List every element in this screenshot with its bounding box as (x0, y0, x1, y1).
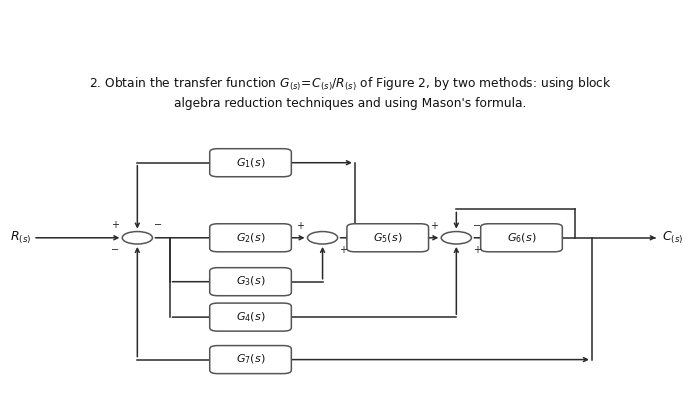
Text: $C_{(s)}$: $C_{(s)}$ (662, 229, 683, 246)
FancyBboxPatch shape (210, 346, 291, 373)
Text: $G_3(s)$: $G_3(s)$ (236, 275, 265, 288)
FancyBboxPatch shape (210, 303, 291, 331)
FancyBboxPatch shape (481, 224, 562, 252)
Text: +: + (296, 221, 304, 231)
FancyBboxPatch shape (347, 224, 428, 252)
Circle shape (441, 231, 471, 244)
Text: $G_1(s)$: $G_1(s)$ (236, 156, 265, 170)
Text: $G_6(s)$: $G_6(s)$ (507, 231, 536, 245)
Text: +: + (339, 245, 347, 255)
Text: $R_{(s)}$: $R_{(s)}$ (10, 229, 31, 246)
Text: $G_4(s)$: $G_4(s)$ (236, 310, 265, 324)
Text: +: + (473, 245, 481, 255)
Text: $G_5(s)$: $G_5(s)$ (373, 231, 402, 245)
Circle shape (122, 231, 153, 244)
Text: −: − (473, 221, 481, 231)
Text: algebra reduction techniques and using Mason's formula.: algebra reduction techniques and using M… (174, 97, 526, 110)
Text: −: − (111, 245, 119, 255)
Text: $G_2(s)$: $G_2(s)$ (236, 231, 265, 245)
Text: +: + (111, 220, 119, 230)
FancyBboxPatch shape (210, 224, 291, 252)
FancyBboxPatch shape (210, 149, 291, 177)
FancyBboxPatch shape (210, 268, 291, 296)
Text: +: + (430, 221, 438, 231)
Text: −: − (154, 220, 162, 230)
Text: $G_7(s)$: $G_7(s)$ (236, 353, 265, 366)
Text: 2. Obtain the transfer function $\mathit{G}_{(s)}\!=\!C_{(s)}/R_{(s)}$ of Figure: 2. Obtain the transfer function $\mathit… (89, 76, 611, 93)
Circle shape (307, 231, 337, 244)
